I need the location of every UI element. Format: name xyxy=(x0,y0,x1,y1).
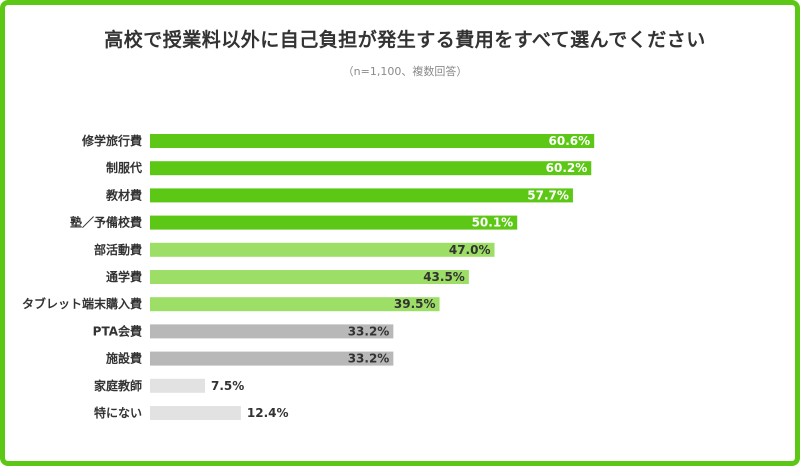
category-label: 部活動費 xyxy=(94,242,142,257)
category-label: 特にない xyxy=(94,405,142,420)
category-label: 教材費 xyxy=(105,187,142,202)
category-label: PTA会費 xyxy=(93,323,142,338)
category-label: 塾／予備校費 xyxy=(70,215,142,230)
value-label: 33.2% xyxy=(348,352,390,366)
value-label: 7.5% xyxy=(211,379,244,393)
bar xyxy=(150,378,205,393)
chart-subtitle: （n=1,100、複数回答） xyxy=(342,65,468,78)
category-label: 施設費 xyxy=(106,351,142,366)
value-label: 60.2% xyxy=(546,161,588,175)
bar xyxy=(150,270,469,284)
category-label: タブレット端末購入費 xyxy=(22,296,142,311)
value-label: 60.6% xyxy=(549,134,591,148)
bar xyxy=(150,161,592,176)
bar xyxy=(150,351,394,366)
bar xyxy=(150,188,573,203)
value-label: 33.2% xyxy=(348,324,390,338)
chart-title: 高校で授業料以外に自己負担が発生する費用をすべて選んでください xyxy=(104,29,706,51)
category-label: 修学旅行費 xyxy=(81,133,142,148)
value-label: 39.5% xyxy=(394,297,436,311)
value-label: 57.7% xyxy=(527,188,569,202)
bar xyxy=(150,134,595,148)
value-label: 12.4% xyxy=(247,406,289,420)
value-label: 47.0% xyxy=(449,243,491,257)
category-label: 通学費 xyxy=(106,269,142,284)
category-label: 制服代 xyxy=(106,160,142,175)
value-label: 50.1% xyxy=(472,216,514,230)
bar xyxy=(150,297,440,312)
bar xyxy=(150,215,518,230)
bar xyxy=(150,324,394,339)
bar xyxy=(150,242,495,257)
value-label: 43.5% xyxy=(423,270,465,284)
category-label: 家庭教師 xyxy=(94,378,142,393)
bar xyxy=(150,406,241,420)
